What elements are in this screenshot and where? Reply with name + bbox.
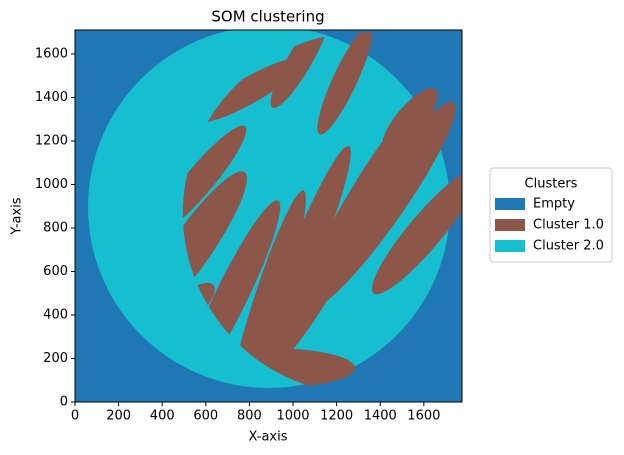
y-tick-label: 200 (43, 351, 68, 366)
cluster-1-patch (192, 49, 309, 132)
y-tick-label: 1000 (35, 177, 68, 192)
y-tick-label: 400 (43, 307, 68, 322)
y-tick-label: 600 (43, 264, 68, 279)
y-axis-label: Y-axis (10, 197, 25, 235)
legend-label: Cluster 2.0 (533, 239, 604, 254)
legend-box (489, 167, 613, 263)
cluster-1-patch (309, 21, 381, 140)
cluster-1-patch (374, 80, 447, 159)
x-tick-label: 600 (193, 409, 218, 424)
x-tick-label: 400 (150, 409, 175, 424)
y-tick-label: 800 (43, 220, 68, 235)
y-tick-label: 1400 (35, 90, 68, 105)
legend-swatch (495, 240, 525, 252)
x-tick-label: 0 (71, 409, 79, 424)
x-tick-label: 1000 (276, 409, 309, 424)
y-tick-label: 1200 (35, 133, 68, 148)
y-tick-label: 0 (60, 395, 68, 410)
x-tick-label: 1200 (320, 409, 353, 424)
cluster-1-patch (241, 140, 362, 383)
x-tick-label: 800 (237, 409, 262, 424)
legend-label: Empty (533, 197, 575, 212)
plot-frame (74, 29, 463, 403)
legend-label: Cluster 1.0 (533, 218, 604, 233)
cluster-1-patch (293, 91, 471, 320)
y-tick-label: 1600 (35, 46, 68, 61)
cluster-1-patch (361, 160, 490, 304)
cluster-image (75, 21, 490, 402)
x-axis-label: X-axis (249, 430, 288, 445)
x-tick-label: 1600 (407, 409, 440, 424)
legend-title: Clusters (525, 177, 578, 192)
x-tick-label: 1400 (364, 409, 397, 424)
chart-title: SOM clustering (211, 8, 324, 26)
legend-swatch (495, 198, 525, 210)
legend-swatch (495, 219, 525, 231)
x-tick-label: 200 (106, 409, 131, 424)
